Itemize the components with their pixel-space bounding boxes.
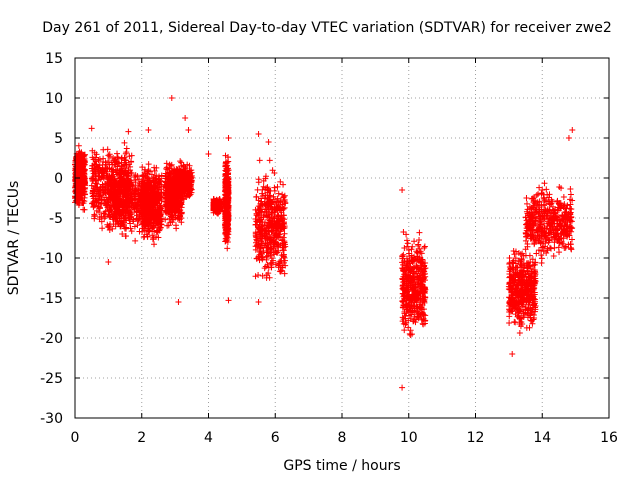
data-point [224,245,230,251]
data-point [421,245,427,251]
data-point [422,243,428,249]
data-point [114,151,120,157]
data-point [256,179,262,185]
data-point [529,321,535,327]
data-point [274,184,280,190]
data-point [82,207,88,213]
data-point [124,145,130,151]
data-point [415,243,421,249]
data-point [416,237,422,243]
data-point [405,240,411,246]
data-point [255,187,261,193]
data-point [257,157,263,163]
data-point [511,251,517,257]
data-point [121,140,127,146]
data-point [269,264,275,270]
data-point [276,191,282,197]
data-point [272,188,278,194]
data-point [506,320,512,326]
data-points [72,95,575,391]
data-point [267,275,273,281]
data-point [524,325,530,331]
data-point [99,225,105,231]
data-point [146,161,152,167]
data-point [129,228,135,234]
data-point [132,238,138,244]
data-point [280,182,286,188]
data-point [173,222,179,228]
data-point [517,330,523,336]
data-point [151,241,157,247]
data-point [105,152,111,158]
data-point [512,319,518,325]
data-point [416,230,422,236]
data-point [267,157,273,163]
data-point [411,238,417,244]
data-point [177,158,183,164]
data-point [277,179,283,185]
data-point [76,143,82,149]
